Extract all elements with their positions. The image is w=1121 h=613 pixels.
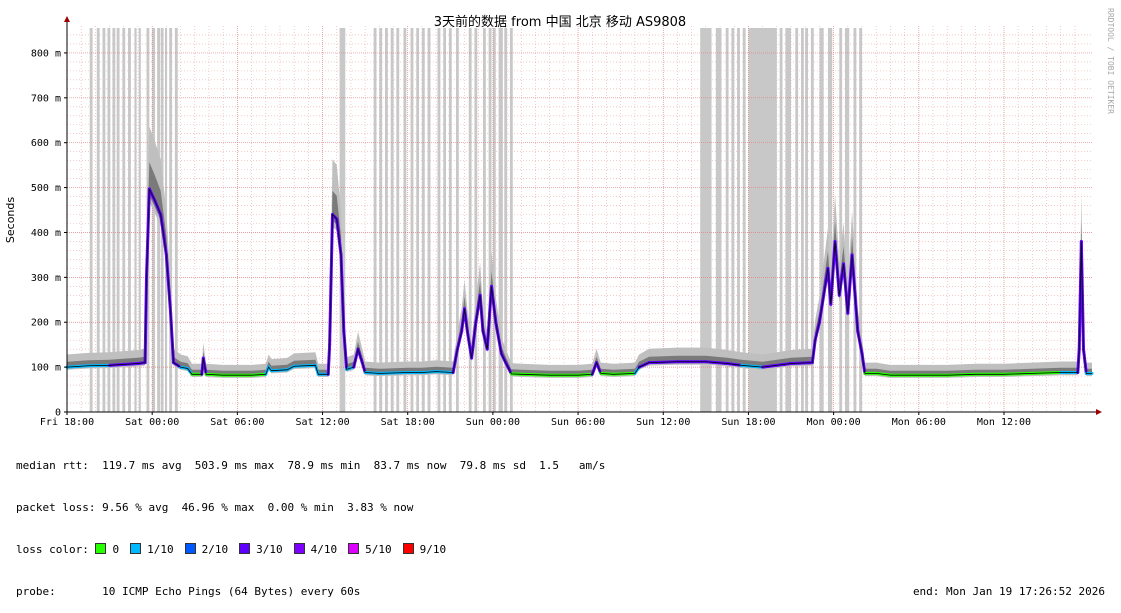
smoke-inner bbox=[67, 162, 1092, 376]
loss-color-item: 4/10 bbox=[294, 543, 338, 556]
y-tick-label: 500 m bbox=[31, 183, 61, 194]
loss-band bbox=[839, 28, 842, 412]
x-tick-label: Sun 00:00 bbox=[466, 417, 520, 428]
loss-color-label-text: 0 bbox=[112, 543, 119, 556]
x-tick-label: Mon 12:00 bbox=[977, 417, 1031, 428]
median-rtt-text: median rtt: 119.7 ms avg 503.9 ms max 78… bbox=[16, 459, 605, 472]
x-tick-label: Sat 12:00 bbox=[295, 417, 349, 428]
y-tick-label: 400 m bbox=[31, 228, 61, 239]
loss-band bbox=[411, 28, 414, 412]
loss-band bbox=[489, 28, 492, 412]
loss-color-swatch bbox=[185, 543, 196, 554]
chart-title: 3天前的数据 from 中国 北京 移动 AS9808 bbox=[434, 14, 686, 30]
loss-band bbox=[438, 28, 441, 412]
loss-band bbox=[449, 28, 452, 412]
loss-band bbox=[819, 28, 823, 412]
loss-band bbox=[483, 28, 486, 412]
loss-color-item: 0 bbox=[95, 543, 119, 556]
loss-color-swatch bbox=[348, 543, 359, 554]
median-line bbox=[67, 189, 1092, 375]
y-tick-label: 700 m bbox=[31, 93, 61, 104]
loss-band bbox=[474, 28, 477, 412]
loss-color-item: 1/10 bbox=[130, 543, 174, 556]
probe-text: probe: 10 ICMP Echo Pings (64 Bytes) eve… bbox=[16, 585, 360, 598]
loss-band bbox=[379, 28, 382, 412]
x-tick-label: Fri 18:00 bbox=[40, 417, 94, 428]
packet-loss-text: packet loss: 9.56 % avg 46.96 % max 0.00… bbox=[16, 501, 413, 514]
loss-band bbox=[428, 28, 431, 412]
loss-color-item: 9/10 bbox=[403, 543, 447, 556]
loss-band bbox=[443, 28, 446, 412]
y-tick-label: 0 bbox=[55, 408, 61, 419]
y-tick-label: 600 m bbox=[31, 138, 61, 149]
loss-color-label-text: 5/10 bbox=[365, 543, 392, 556]
x-tick-label: Mon 00:00 bbox=[807, 417, 861, 428]
loss-color-label-text: 9/10 bbox=[420, 543, 447, 556]
loss-band bbox=[374, 28, 377, 412]
y-tick-label: 800 m bbox=[31, 48, 61, 59]
loss-color-label: loss color: bbox=[16, 543, 89, 556]
loss-color-label-text: 1/10 bbox=[147, 543, 174, 556]
loss-color-item: 3/10 bbox=[239, 543, 283, 556]
loss-band bbox=[416, 28, 419, 412]
loss-band bbox=[845, 28, 849, 412]
plot-area: Fri 18:00 Sat 00:00 Sat 06:00 Sat 12:00 Sat … bbox=[31, 16, 1102, 428]
x-tick-label: Sat 06:00 bbox=[210, 417, 264, 428]
loss-band bbox=[391, 28, 394, 412]
y-tick-label: 100 m bbox=[31, 363, 61, 374]
probe-row: probe: 10 ICMP Echo Pings (64 Bytes) eve… bbox=[16, 585, 1111, 599]
loss-color-label-text: 2/10 bbox=[202, 543, 229, 556]
loss-color-swatch bbox=[95, 543, 106, 554]
y-axis-arrow bbox=[64, 16, 70, 22]
median-rtt-row: median rtt: 119.7 ms avg 503.9 ms max 78… bbox=[16, 459, 1111, 473]
latency-chart: 3天前的数据 from 中国 北京 移动 AS9808 Seconds RRDT… bbox=[0, 0, 1121, 430]
loss-color-swatch bbox=[130, 543, 141, 554]
loss-color-row: loss color: 0 1/10 2/10 3/10 4/10 5/10 9/10 bbox=[16, 543, 1111, 557]
x-tick-label: Sun 06:00 bbox=[551, 417, 605, 428]
y-tick-label: 300 m bbox=[31, 273, 61, 284]
legend: median rtt: 119.7 ms avg 503.9 ms max 78… bbox=[16, 431, 1111, 613]
loss-color-swatch bbox=[239, 543, 250, 554]
x-tick-label: Sun 12:00 bbox=[636, 417, 690, 428]
loss-color-label-text: 3/10 bbox=[256, 543, 283, 556]
packet-loss-row: packet loss: 9.56 % avg 46.96 % max 0.00… bbox=[16, 501, 1111, 515]
loss-band bbox=[853, 28, 856, 412]
loss-color-swatch bbox=[403, 543, 414, 554]
loss-band bbox=[422, 28, 425, 412]
rrdtool-credit: RRDTOOL / TOBI OETIKER bbox=[1106, 8, 1115, 114]
loss-color-label-text: 4/10 bbox=[311, 543, 338, 556]
loss-band bbox=[828, 28, 832, 412]
loss-band bbox=[152, 28, 155, 412]
loss-color-swatch bbox=[294, 543, 305, 554]
loss-color-item: 2/10 bbox=[185, 543, 229, 556]
x-axis-arrow bbox=[1096, 409, 1102, 415]
x-tick-label: Sat 00:00 bbox=[125, 417, 179, 428]
loss-band bbox=[385, 28, 388, 412]
loss-color-item: 5/10 bbox=[348, 543, 392, 556]
loss-band bbox=[403, 28, 406, 412]
loss-band bbox=[396, 28, 399, 412]
x-tick-label: Sun 18:00 bbox=[721, 417, 775, 428]
end-time: end: Mon Jan 19 17:26:52 2026 bbox=[913, 585, 1105, 599]
loss-band bbox=[493, 28, 496, 412]
x-tick-label: Mon 06:00 bbox=[892, 417, 946, 428]
y-tick-label: 200 m bbox=[31, 318, 61, 329]
loss-band bbox=[510, 28, 513, 412]
x-tick-label: Sat 18:00 bbox=[381, 417, 435, 428]
y-axis-label: Seconds bbox=[4, 197, 17, 243]
